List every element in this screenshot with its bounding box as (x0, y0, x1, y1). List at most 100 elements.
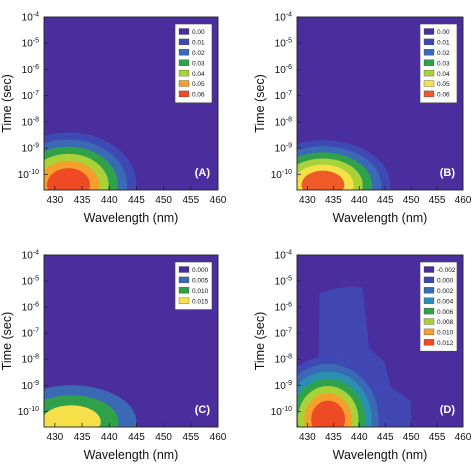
x-tick-label: 430 (299, 432, 316, 443)
legend-swatch (423, 339, 435, 346)
x-axis-title: Wavelength (nm) (84, 448, 179, 462)
y-tick-label: 10-10 (18, 406, 39, 418)
contour-band (311, 400, 346, 427)
x-tick-label: 450 (403, 195, 420, 206)
y-tick-label: 10-7 (275, 90, 292, 102)
legend-label: 0.06 (192, 92, 205, 99)
y-tick-label: 10-10 (18, 169, 39, 181)
legend-swatch (178, 266, 190, 273)
legend-label: 0.002 (437, 288, 454, 295)
y-tick-label: 10-4 (275, 12, 292, 24)
legend-swatch (423, 328, 435, 336)
legend-box (419, 261, 458, 352)
y-tick-label: 10-7 (275, 328, 292, 340)
y-tick-label: 10-8 (275, 116, 292, 128)
y-tick-label: 10-5 (275, 276, 292, 288)
legend-swatch (178, 59, 190, 66)
legend: -0.002 0.000 0.002 0.004 0.006 0.008 0.010 0.01… (419, 261, 458, 352)
x-tick-label: 455 (182, 195, 199, 206)
legend-label: 0.010 (192, 288, 209, 295)
x-tick-label: 450 (155, 195, 172, 206)
contour-band (301, 170, 345, 190)
x-tick-label: 430 (47, 195, 64, 206)
y-tick-label: 10-9 (275, 143, 292, 155)
y-tick-label: 10-7 (22, 90, 39, 102)
legend-label: 0.012 (437, 340, 454, 347)
legend-swatch (423, 90, 435, 98)
y-tick-label: 10-4 (275, 250, 292, 262)
contour-band (46, 168, 90, 190)
y-tick-label: 10-6 (22, 64, 39, 76)
legend-label: 0.05 (192, 81, 205, 88)
legend-label: 0.03 (192, 60, 205, 67)
panel-label: (C) (195, 404, 211, 416)
plot-frame (43, 254, 219, 428)
legend-label: 0.00 (437, 29, 450, 36)
y-tick-label: 10-8 (275, 354, 292, 366)
x-tick-label: 435 (325, 195, 342, 206)
legend-swatch (178, 287, 190, 294)
y-tick-label: 10-8 (22, 116, 39, 128)
x-tick-label: 445 (128, 195, 145, 206)
panel-d: 430 435 440 445 450 455 460 10-4 10-5 10-6 10-7 10-… (253, 250, 472, 463)
y-tick-label: 10-9 (275, 380, 292, 392)
legend-swatch (423, 38, 435, 46)
legend-label: 0.006 (437, 309, 454, 316)
x-tick-label: 435 (74, 432, 91, 443)
heatmap-layer (44, 385, 137, 427)
legend-swatch (178, 69, 190, 77)
x-tick-label: 440 (351, 195, 368, 206)
legend-label: 0.01 (437, 40, 450, 47)
legend-swatch (423, 287, 435, 294)
legend-swatch (178, 49, 190, 56)
legend-label: 0.000 (192, 267, 209, 274)
x-tick-label: 450 (155, 432, 172, 443)
y-axis-title: Time (sec) (0, 74, 14, 133)
x-tick-label: 435 (325, 432, 342, 443)
panel-label: (D) (440, 404, 456, 416)
legend: 0.00 0.01 0.02 0.03 0.04 0.05 0.06 (419, 23, 458, 104)
y-tick-label: 10-9 (22, 143, 39, 155)
y-axis-title: Time (sec) (253, 74, 267, 133)
x-tick-label: 440 (101, 432, 118, 443)
legend-label: 0.04 (437, 71, 450, 78)
panel-label: (A) (195, 167, 211, 179)
legend-swatch (423, 49, 435, 56)
legend-swatch (423, 80, 435, 87)
legend-label: 0.008 (437, 319, 454, 326)
legend-label: 0.004 (437, 298, 454, 305)
legend-label: 0.02 (437, 50, 450, 57)
panel-label: (B) (440, 167, 456, 179)
heatmap-layer (44, 132, 137, 190)
legend-label: 0.015 (192, 298, 209, 305)
x-tick-label: 450 (403, 432, 420, 443)
legend-swatch (178, 297, 190, 304)
legend-swatch (178, 80, 190, 87)
x-tick-label: 445 (377, 432, 394, 443)
legend-swatch (423, 69, 435, 77)
x-tick-label: 460 (210, 195, 227, 206)
x-tick-label: 460 (455, 432, 472, 443)
legend-label: 0.06 (437, 92, 450, 99)
x-tick-label: 455 (429, 195, 446, 206)
y-tick-label: 10-7 (22, 328, 39, 340)
legend-swatch (423, 297, 435, 304)
legend-swatch (423, 59, 435, 66)
x-tick-label: 460 (455, 195, 472, 206)
plot-frame (43, 16, 219, 191)
plot-frame (296, 254, 464, 428)
legend-swatch (423, 266, 435, 273)
legend: 0.000 0.005 0.010 0.015 (174, 261, 213, 310)
legend-swatch (423, 307, 435, 315)
y-tick-label: 10-5 (22, 38, 39, 50)
y-axis-title: Time (sec) (0, 312, 14, 371)
legend-label: 0.00 (192, 29, 205, 36)
x-tick-label: 445 (377, 195, 394, 206)
y-tick-label: 10-5 (22, 276, 39, 288)
x-tick-label: 455 (182, 432, 199, 443)
heatmap-layer (297, 286, 412, 427)
x-axis-title: Wavelength (nm) (84, 211, 179, 225)
legend-label: 0.010 (437, 330, 454, 337)
legend-swatch (178, 38, 190, 46)
x-tick-label: 455 (429, 432, 446, 443)
